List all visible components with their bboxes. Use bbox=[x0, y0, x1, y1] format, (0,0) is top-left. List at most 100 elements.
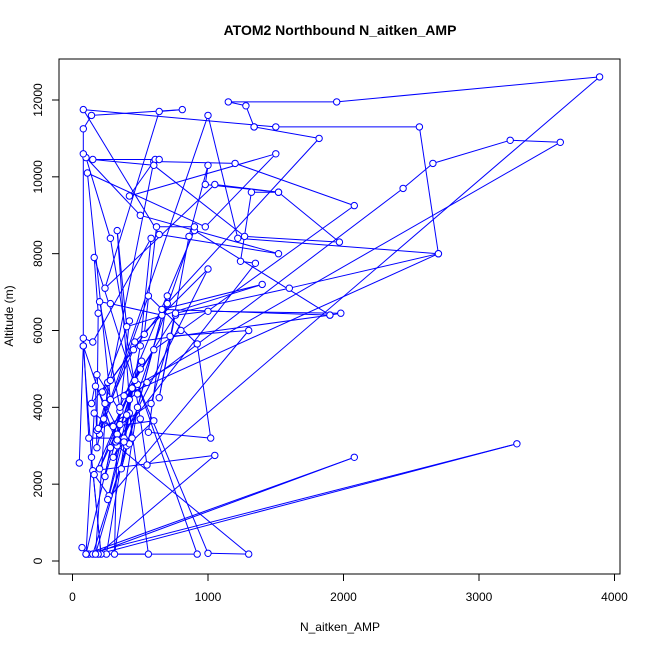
series-segment bbox=[147, 295, 168, 433]
data-point bbox=[110, 550, 119, 558]
series-segment bbox=[109, 115, 209, 400]
data-point bbox=[144, 292, 153, 300]
data-point bbox=[113, 226, 121, 235]
series-segment bbox=[137, 226, 195, 395]
data-point bbox=[123, 323, 131, 331]
series-segment bbox=[240, 192, 252, 262]
series-segment bbox=[139, 418, 148, 466]
data-point bbox=[158, 305, 166, 314]
data-point bbox=[513, 440, 521, 448]
data-point bbox=[95, 465, 104, 473]
data-point bbox=[285, 284, 293, 292]
data-point bbox=[247, 188, 256, 196]
data-point bbox=[87, 399, 96, 408]
series-segment bbox=[93, 257, 138, 395]
data-point bbox=[116, 420, 124, 429]
data-point bbox=[274, 188, 283, 196]
data-point bbox=[251, 259, 260, 267]
series-segment bbox=[432, 139, 511, 164]
data-point bbox=[100, 415, 108, 423]
data-point bbox=[94, 424, 102, 433]
series-segment bbox=[153, 161, 236, 164]
series-segment bbox=[116, 445, 250, 555]
data-point bbox=[98, 388, 107, 396]
series-segment bbox=[278, 191, 340, 243]
data-point bbox=[75, 459, 84, 467]
data-point bbox=[245, 326, 253, 335]
data-point bbox=[106, 299, 115, 308]
data-point bbox=[204, 111, 212, 120]
data-point bbox=[163, 299, 172, 308]
series-segment bbox=[207, 552, 249, 555]
data-point bbox=[155, 155, 163, 164]
data-point bbox=[106, 444, 115, 452]
y-tick-label: 10000 bbox=[31, 160, 45, 194]
series-segment bbox=[129, 153, 276, 197]
series-segment bbox=[254, 126, 320, 139]
series-segment bbox=[109, 303, 168, 381]
data-point bbox=[193, 340, 201, 348]
data-point bbox=[94, 309, 102, 317]
series-segment bbox=[96, 414, 127, 431]
data-point bbox=[128, 434, 136, 442]
data-point bbox=[150, 417, 158, 425]
series-segment bbox=[85, 413, 95, 555]
series-segment bbox=[86, 172, 111, 400]
series-segment bbox=[108, 437, 125, 496]
series-segment bbox=[112, 268, 209, 458]
y-tick-label: 6000 bbox=[31, 317, 45, 344]
data-point bbox=[185, 232, 193, 241]
data-point bbox=[193, 550, 201, 558]
data-point bbox=[245, 550, 253, 558]
data-point bbox=[87, 111, 96, 120]
y-tick-label: 12000 bbox=[31, 83, 45, 117]
data-point bbox=[129, 346, 138, 354]
y-tick-label: 2000 bbox=[31, 470, 45, 497]
series-segment bbox=[153, 164, 245, 237]
data-point bbox=[133, 390, 142, 398]
data-point bbox=[204, 265, 212, 273]
series-segment bbox=[134, 268, 209, 343]
data-point bbox=[109, 422, 117, 431]
data-point bbox=[109, 453, 117, 461]
series-segment bbox=[137, 384, 209, 554]
data-point bbox=[137, 357, 146, 365]
series-segment bbox=[153, 330, 182, 351]
data-point bbox=[133, 403, 142, 411]
data-point bbox=[204, 307, 212, 315]
series-segment bbox=[92, 456, 355, 555]
series-segment bbox=[114, 407, 138, 555]
data-point bbox=[204, 549, 212, 557]
data-point bbox=[136, 342, 145, 350]
series-segment bbox=[402, 163, 434, 189]
data-point bbox=[201, 223, 210, 231]
data-point bbox=[83, 169, 92, 177]
series-segment bbox=[123, 253, 439, 397]
data-point bbox=[224, 98, 233, 106]
data-point bbox=[337, 309, 345, 317]
data-point bbox=[234, 234, 242, 243]
data-point bbox=[79, 334, 88, 342]
data-point bbox=[250, 123, 258, 131]
series-segment bbox=[96, 374, 121, 412]
data-point bbox=[106, 234, 115, 243]
series-segment bbox=[140, 214, 279, 255]
series-segment bbox=[166, 138, 320, 304]
y-tick-label: 4000 bbox=[31, 394, 45, 421]
x-axis: 0 1000 2000 3000 4000 bbox=[69, 573, 628, 604]
series-segment bbox=[91, 109, 183, 116]
data-point bbox=[120, 438, 128, 446]
series-segment bbox=[214, 184, 279, 193]
data-point bbox=[144, 428, 153, 436]
data-point bbox=[116, 403, 124, 411]
data-point bbox=[211, 451, 219, 460]
series-segment bbox=[99, 161, 155, 435]
data-point bbox=[79, 342, 88, 350]
data-point bbox=[434, 250, 443, 258]
data-point bbox=[240, 232, 249, 241]
data-point bbox=[136, 211, 145, 220]
series-segment bbox=[245, 105, 255, 128]
data-point bbox=[89, 155, 97, 164]
data-point bbox=[274, 250, 283, 258]
